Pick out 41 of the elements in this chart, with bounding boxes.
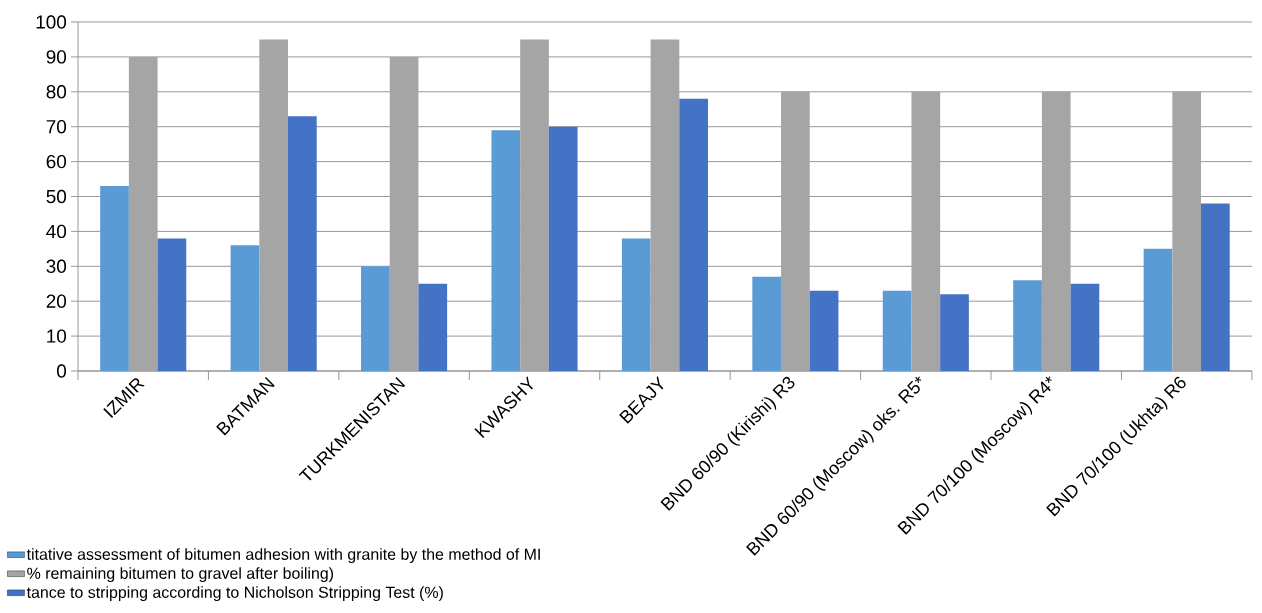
bar [752,276,782,371]
bar [1041,91,1071,371]
bar [1013,280,1042,371]
y-tick-label: 60 [46,154,67,169]
bar [520,39,549,371]
bar [1172,91,1202,371]
y-tick-label: 30 [46,259,67,273]
bar [1201,203,1230,371]
bar [650,39,680,371]
bar [940,294,969,371]
bar [882,290,912,371]
y-tick-label: 40 [46,224,67,239]
bar [1070,283,1100,371]
bar [259,39,288,371]
bar [418,283,448,371]
y-tick-label: 70 [46,119,67,134]
bar [157,238,187,371]
bar [911,91,941,371]
bar [621,238,651,371]
legend-label: tance to stripping according to Nicholson Stripping Test (%) [26,586,443,602]
bar [809,290,839,371]
y-tick-label: 80 [46,85,67,99]
y-tick-label: 100 [36,15,67,29]
bar [389,56,419,371]
legend-label: % remaining bitumen to gravel after boiling) [27,567,334,583]
y-tick-label: 10 [47,329,67,343]
bar [128,56,158,371]
bar [491,130,521,371]
y-tick-label: 0 [57,364,67,378]
bar [230,245,260,371]
y-tick-label: 50 [46,189,67,204]
bar [288,116,317,371]
y-tick-label: 90 [46,50,67,64]
bar [361,266,390,371]
bar [548,126,578,371]
legend-label: titative assessment of bitumen adhesion with granite by the method of MI [26,548,540,564]
y-tick-label: 20 [46,294,67,308]
bar [100,186,129,371]
bar [679,98,708,371]
bar [781,91,810,371]
bar [1143,248,1173,371]
